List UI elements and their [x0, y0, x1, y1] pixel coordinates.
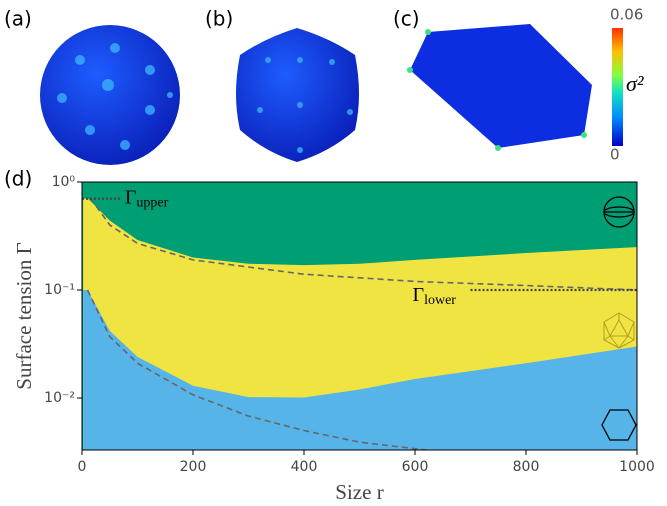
panel-label: (c) [393, 7, 420, 31]
annotation-subscript: lower [424, 293, 456, 308]
x-tick-label: 0 [78, 459, 87, 475]
x-tick-label: 800 [513, 459, 540, 475]
panel-label: (b) [205, 7, 233, 31]
region [83, 290, 637, 450]
x-tick-label: 400 [291, 459, 318, 475]
sphere-render [40, 25, 180, 165]
y-axis-label: Surface tension Γ [12, 242, 36, 389]
panel-label: (a) [4, 7, 32, 31]
y-tick-label: 10⁻² [44, 390, 75, 406]
annotation-subscript: upper [136, 196, 168, 211]
colorbar-label: σ² [626, 71, 644, 96]
icon-hexagon [601, 409, 637, 441]
annotation-symbol: Γ [125, 186, 137, 208]
annotation: Γupper [125, 186, 169, 211]
icon-icosahedron [603, 312, 635, 349]
dashed-line [89, 197, 637, 291]
panel-label: (d) [4, 167, 32, 191]
y-tick-label: 10⁻¹ [44, 282, 75, 298]
colorbar [612, 28, 623, 146]
y-tick-label: 10⁰ [52, 174, 76, 190]
x-tick-label: 1000 [619, 459, 655, 475]
annotation: Γlower [413, 284, 457, 309]
x-axis-label: Size r [335, 480, 383, 504]
axes-frame [81, 181, 638, 451]
hexagon-render [407, 24, 592, 151]
annotation-symbol: Γ [413, 284, 425, 306]
icosahedron-render [236, 28, 359, 162]
colorbar-min: 0 [610, 146, 620, 164]
x-tick-label: 200 [180, 459, 207, 475]
colorbar-max: 0.06 [610, 6, 643, 24]
x-tick-label: 600 [402, 459, 429, 475]
icon-sphere [603, 196, 635, 228]
dashed-line [86, 289, 427, 450]
